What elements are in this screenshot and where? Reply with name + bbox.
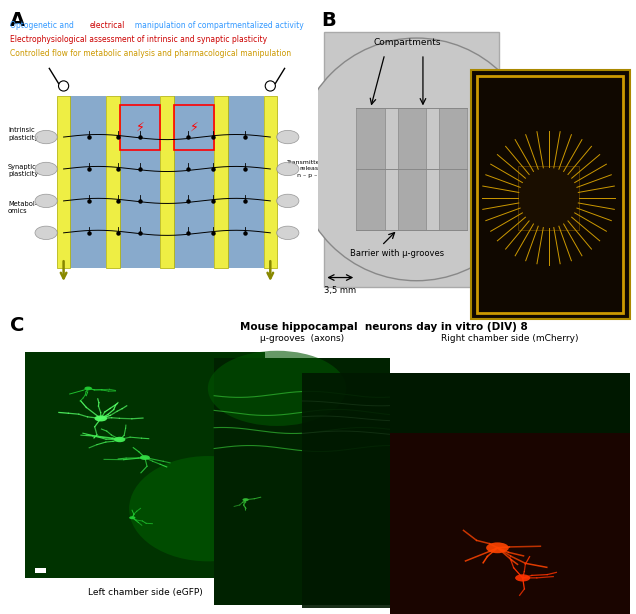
Circle shape: [95, 416, 107, 421]
Ellipse shape: [35, 194, 57, 208]
Bar: [477, 76, 623, 313]
Text: Compartments: Compartments: [373, 38, 441, 47]
Circle shape: [296, 38, 537, 281]
Bar: [25, 352, 265, 578]
Bar: [391, 373, 630, 433]
Circle shape: [486, 542, 509, 553]
Ellipse shape: [35, 226, 57, 239]
Text: Electrophysiological assessment of intrinsic and synaptic plasticity: Electrophysiological assessment of intri…: [10, 35, 266, 44]
Text: Left chamber side (eGFP): Left chamber side (eGFP): [88, 588, 202, 597]
Bar: [391, 433, 630, 614]
Bar: [174, 96, 214, 268]
Bar: [71, 96, 106, 268]
Text: Mouse hippocampal  neurons day in vitro (DIV) 8: Mouse hippocampal neurons day in vitro (…: [240, 322, 528, 332]
Text: ⚡: ⚡: [135, 121, 144, 134]
Text: Optogenetic and: Optogenetic and: [10, 20, 76, 29]
Bar: [264, 96, 277, 268]
Circle shape: [129, 516, 135, 519]
Text: 3,5 mm: 3,5 mm: [324, 286, 356, 295]
Bar: [471, 70, 630, 319]
Ellipse shape: [277, 130, 299, 144]
Text: C: C: [10, 316, 24, 335]
Bar: [160, 96, 174, 268]
Bar: [57, 96, 71, 268]
Bar: [106, 96, 120, 268]
Bar: [35, 568, 46, 573]
Text: Right chamber side (mCherry): Right chamber side (mCherry): [441, 334, 579, 343]
Bar: [302, 373, 460, 608]
Ellipse shape: [35, 162, 57, 176]
Text: Intrinsic
plasticity: Intrinsic plasticity: [8, 127, 38, 141]
Bar: [356, 108, 385, 230]
Ellipse shape: [129, 456, 287, 561]
Bar: [120, 105, 160, 150]
Bar: [228, 96, 264, 268]
Bar: [398, 108, 426, 230]
Ellipse shape: [277, 194, 299, 208]
Circle shape: [140, 455, 150, 460]
Circle shape: [85, 387, 92, 390]
Bar: [324, 32, 499, 287]
Bar: [174, 105, 214, 150]
Text: A: A: [10, 11, 25, 30]
Circle shape: [242, 498, 249, 501]
Bar: [120, 96, 160, 268]
Text: Metabol-
omics: Metabol- omics: [8, 201, 37, 214]
Text: Transmitter
release
n – p – q: Transmitter release n – p – q: [287, 160, 322, 177]
Text: ⚡: ⚡: [190, 121, 198, 134]
Text: μ-grooves  (axons): μ-grooves (axons): [260, 334, 344, 343]
Circle shape: [515, 574, 530, 581]
Ellipse shape: [35, 130, 57, 144]
Circle shape: [114, 437, 125, 442]
Text: Controlled flow for metabolic analysis and pharmacological manipulation: Controlled flow for metabolic analysis a…: [10, 49, 291, 58]
Text: B: B: [321, 11, 336, 30]
Text: Synaptic
plasticity: Synaptic plasticity: [8, 164, 38, 177]
Ellipse shape: [277, 226, 299, 239]
Bar: [518, 166, 579, 230]
Ellipse shape: [208, 351, 347, 426]
Text: manipulation of compartmentalized activity: manipulation of compartmentalized activi…: [130, 20, 304, 29]
Bar: [439, 108, 467, 230]
Text: electrical: electrical: [90, 20, 125, 29]
Bar: [214, 96, 228, 268]
Text: Barrier with μ-grooves: Barrier with μ-grooves: [350, 249, 444, 258]
Bar: [214, 358, 391, 605]
Ellipse shape: [277, 162, 299, 176]
